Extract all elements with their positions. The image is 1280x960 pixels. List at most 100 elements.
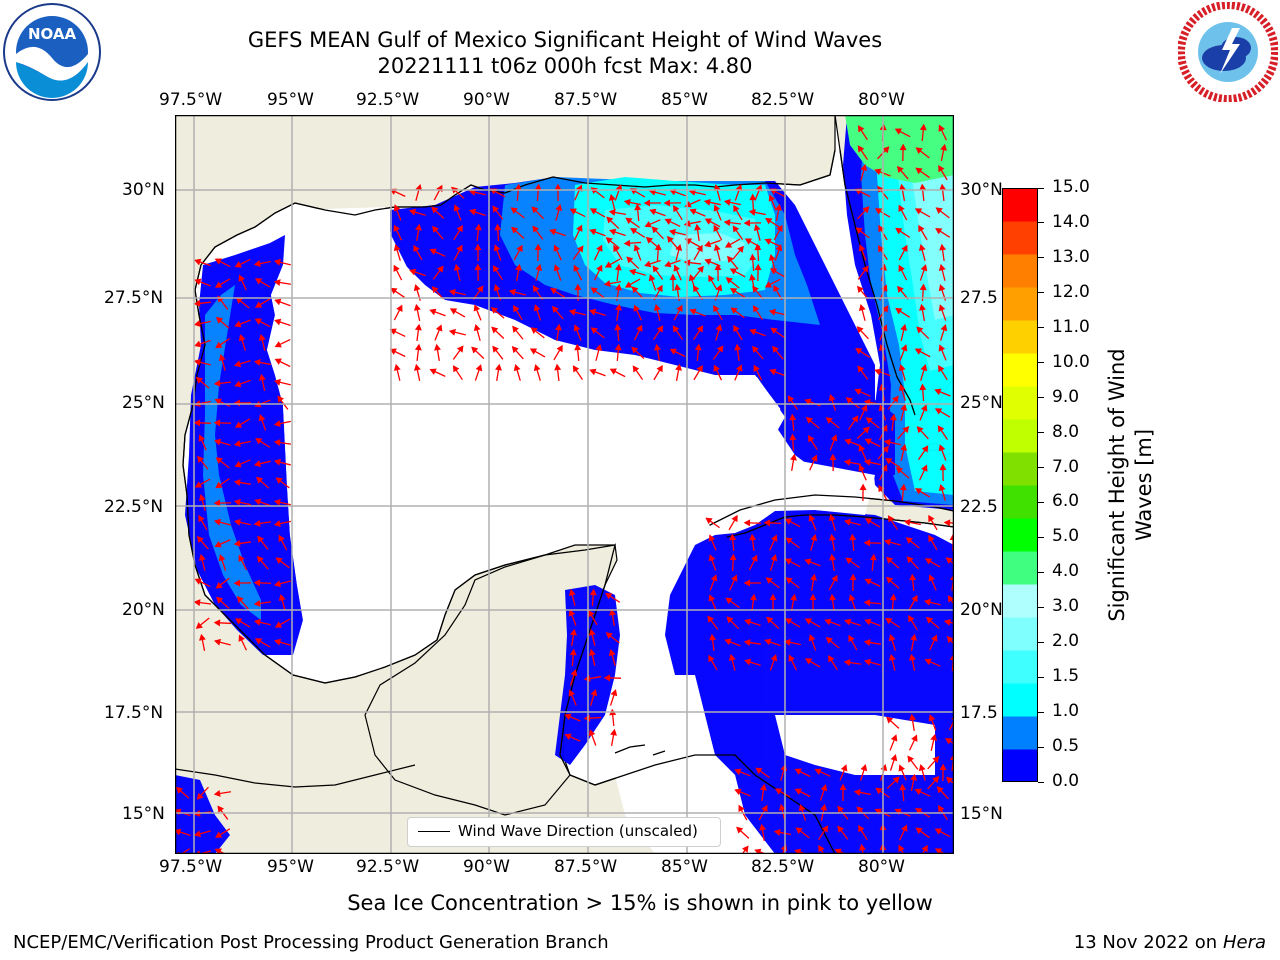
- wind-arrow-head: [946, 635, 954, 644]
- wind-arrow-head: [194, 340, 202, 348]
- wind-arrow-head: [749, 328, 757, 336]
- wind-arrow-head: [775, 244, 783, 252]
- wind-arrow-head: [614, 263, 622, 271]
- wind-arrow-head: [829, 533, 836, 541]
- coastlines: [175, 149, 954, 854]
- wind-arrow-head: [703, 198, 711, 206]
- wind-arrow-head: [605, 632, 613, 639]
- wind-arrow-head: [656, 284, 663, 293]
- wind-arrow-head: [863, 599, 871, 607]
- wind-arrow-head: [863, 639, 871, 646]
- wind-arrow-head: [874, 168, 882, 176]
- wind-arrow-head: [595, 343, 603, 352]
- wind-arrow-head: [905, 537, 913, 544]
- wind-arrow-head: [589, 588, 597, 596]
- wind-arrow-head: [648, 274, 656, 282]
- wind-arrow-head: [511, 345, 519, 354]
- wind-arrow-head: [845, 397, 853, 404]
- wind-arrow-head: [664, 218, 672, 225]
- wind-arrow-head: [273, 439, 281, 447]
- wind-arrow-head: [274, 638, 282, 646]
- wind-arrow-head: [938, 164, 945, 173]
- wind-arrow-head: [938, 344, 946, 352]
- wind-arrow-head: [808, 634, 816, 642]
- wind-arrow-head: [533, 304, 541, 312]
- wind-arrow-head: [877, 245, 885, 253]
- wind-arrow-head: [853, 789, 861, 796]
- wind-arrow-head: [609, 228, 617, 236]
- wind-arrow-head: [589, 368, 597, 376]
- wind-arrow-head: [764, 238, 772, 245]
- wind-arrow-head: [909, 713, 916, 721]
- wind-arrow-head: [708, 534, 716, 542]
- wind-arrow-head: [808, 514, 816, 522]
- wind-arrow-head: [431, 206, 439, 214]
- wind-arrow-head: [919, 283, 927, 291]
- wind-arrow-head: [694, 223, 702, 231]
- wind-arrow-head: [795, 827, 803, 834]
- wind-arrow-head: [858, 825, 865, 833]
- colorbar-segment: [1002, 617, 1038, 651]
- wind-arrow-head: [895, 307, 903, 315]
- wind-arrow-head: [910, 773, 918, 781]
- wind-arrow-head: [857, 365, 865, 373]
- wind-arrow-head: [934, 388, 942, 396]
- wind-arrow-head: [448, 288, 456, 296]
- wind-arrow-head: [471, 346, 479, 354]
- lat-tick-right: 25°N: [960, 393, 1003, 413]
- wind-arrow-head: [936, 786, 944, 794]
- lat-tick-left: 27.5°N: [104, 288, 164, 308]
- wind-arrow-head: [730, 288, 738, 295]
- wind-arrow-head: [855, 347, 863, 355]
- colorbar-tick: [1038, 711, 1044, 713]
- wind-arrow-head: [253, 460, 261, 468]
- wind-arrow-head: [864, 578, 872, 585]
- wind-arrow-head: [731, 574, 738, 582]
- wind-arrow-head: [857, 145, 865, 153]
- colorbar: [1002, 188, 1038, 782]
- wind-arrow-head: [805, 417, 813, 424]
- wind-arrow-head: [894, 128, 902, 135]
- wind-arrow-head: [856, 326, 864, 334]
- wind-arrow-head: [753, 223, 761, 232]
- wind-arrow-head: [215, 481, 223, 489]
- wind-arrow-head: [233, 440, 241, 448]
- wind-arrow-head: [880, 324, 888, 332]
- wind-arrow-head: [554, 323, 562, 331]
- colorbar-segment: [1002, 749, 1038, 782]
- wind-arrow-head: [864, 618, 872, 626]
- map-subtitle: 20221111 t06z 000h fcst Max: 4.80: [377, 54, 753, 78]
- wind-arrow-head: [257, 535, 264, 543]
- wind-arrow-head: [858, 244, 866, 252]
- wind-arrow-head: [828, 655, 835, 663]
- wind-arrow-head: [669, 273, 677, 281]
- lon-tick-top: 90°W: [463, 90, 510, 110]
- wind-arrow-head: [605, 237, 613, 244]
- wind-arrow-head: [771, 534, 778, 542]
- wind-arrow-head: [193, 320, 201, 328]
- wind-arrow-head: [610, 689, 618, 697]
- wind-arrow-head: [568, 689, 576, 697]
- wind-arrow-head: [765, 577, 773, 584]
- wind-arrow-head: [882, 445, 889, 453]
- wind-arrow-head: [198, 493, 206, 502]
- lat-tick-left: 20°N: [122, 600, 165, 620]
- wind-arrow-head: [233, 518, 241, 526]
- colorbar-label: 0.5: [1052, 736, 1080, 757]
- wind-arrow-head: [910, 633, 917, 641]
- wind-arrow-head: [258, 414, 266, 422]
- wind-arrow-head: [768, 308, 776, 316]
- wind-arrow-head: [908, 615, 915, 623]
- lon-tick-top: 80°W: [858, 90, 905, 110]
- wind-arrow-head: [848, 594, 856, 602]
- wind-arrow-head: [213, 419, 221, 427]
- lon-tick-bottom: 95°W: [267, 857, 314, 877]
- wind-arrow-head: [277, 395, 284, 403]
- wind-arrow-head: [773, 829, 781, 836]
- wind-arrow-head: [764, 638, 772, 646]
- wind-arrow-head: [609, 368, 617, 375]
- wave-region-atlantic-3p0: [845, 115, 954, 183]
- wind-arrow-head: [863, 539, 871, 547]
- wind-arrow-head: [535, 263, 543, 271]
- wind-arrow-head: [754, 243, 762, 251]
